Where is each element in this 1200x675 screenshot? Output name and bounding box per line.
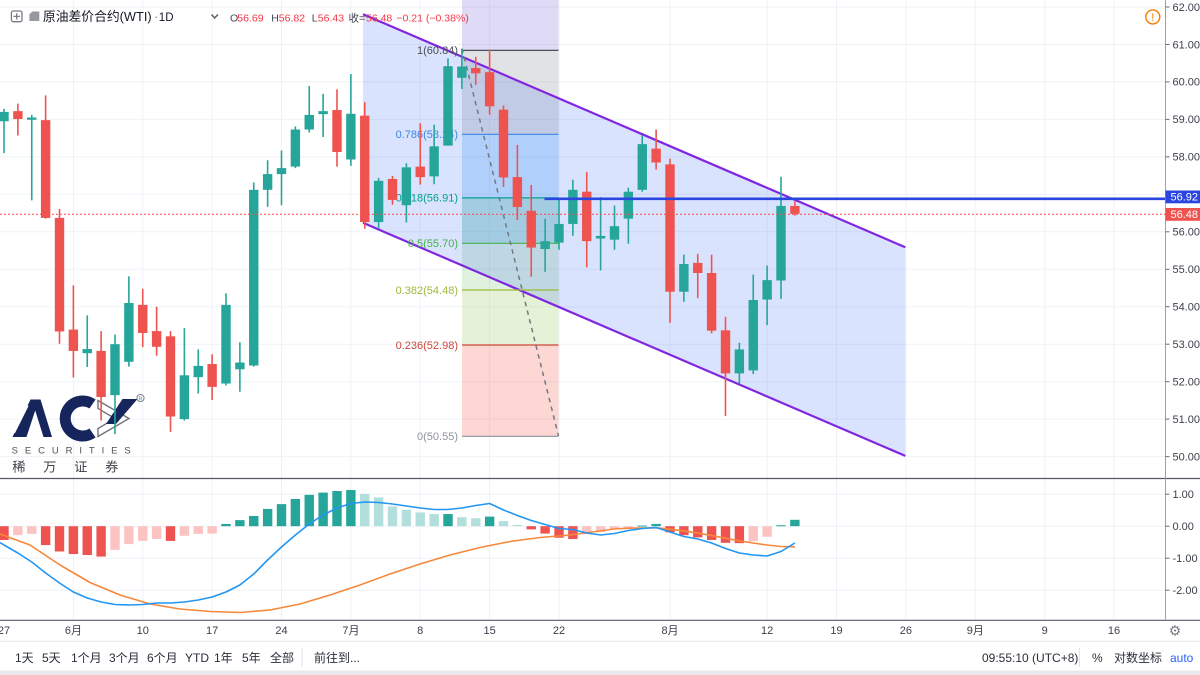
- svg-text:原油差价合约(WTI): 原油差价合约(WTI): [43, 9, 152, 24]
- svg-text:前往到...: 前往到...: [314, 650, 360, 665]
- svg-text:对数坐标: 对数坐标: [1114, 650, 1162, 665]
- svg-text:1D: 1D: [159, 12, 174, 24]
- svg-text:-2.00: -2.00: [1173, 585, 1198, 597]
- svg-text:52.00: 52.00: [1173, 377, 1200, 389]
- svg-text:24: 24: [275, 625, 287, 637]
- svg-text:56.43: 56.43: [318, 13, 344, 25]
- svg-text:56.69: 56.69: [237, 13, 263, 25]
- svg-text:61.00: 61.00: [1173, 39, 1200, 51]
- svg-text:56.82: 56.82: [279, 13, 305, 25]
- svg-text:19: 19: [830, 625, 842, 637]
- svg-text:L: L: [312, 13, 318, 25]
- svg-text:!: !: [1151, 12, 1154, 24]
- svg-text:1(60.84): 1(60.84): [417, 45, 458, 57]
- svg-text:0.5(55.70): 0.5(55.70): [408, 238, 458, 250]
- svg-text:0.382(54.48): 0.382(54.48): [396, 285, 458, 297]
- svg-text:YTD: YTD: [185, 651, 209, 665]
- svg-text:⚙: ⚙: [1169, 623, 1182, 639]
- svg-text:58.00: 58.00: [1173, 152, 1200, 164]
- svg-text:62.00: 62.00: [1173, 2, 1200, 14]
- svg-text:9: 9: [1042, 625, 1048, 637]
- svg-text:0(50.55): 0(50.55): [417, 431, 458, 443]
- svg-text:09:55:10 (UTC+8): 09:55:10 (UTC+8): [982, 651, 1078, 665]
- svg-text:26: 26: [900, 625, 912, 637]
- svg-text:60.00: 60.00: [1173, 77, 1200, 89]
- svg-text:55.00: 55.00: [1173, 264, 1200, 276]
- svg-text:6月: 6月: [65, 625, 82, 637]
- svg-text:·: ·: [154, 9, 158, 24]
- svg-text:22: 22: [553, 625, 565, 637]
- svg-text:10: 10: [137, 625, 149, 637]
- svg-text:3个月: 3个月: [109, 651, 140, 665]
- svg-text:59.00: 59.00: [1173, 114, 1200, 126]
- svg-text:56.48: 56.48: [366, 13, 392, 25]
- svg-text:1天: 1天: [15, 651, 34, 665]
- svg-text:17: 17: [206, 625, 218, 637]
- svg-text:12: 12: [761, 625, 773, 637]
- svg-text:%: %: [1092, 651, 1103, 665]
- svg-text:15: 15: [483, 625, 495, 637]
- svg-text:9月: 9月: [967, 625, 984, 637]
- svg-text:56.48: 56.48: [1171, 209, 1199, 221]
- svg-text:51.00: 51.00: [1173, 414, 1200, 426]
- svg-text:16: 16: [1108, 625, 1120, 637]
- svg-text:56.00: 56.00: [1173, 227, 1200, 239]
- svg-text:5年: 5年: [242, 651, 261, 665]
- svg-text:8月: 8月: [661, 625, 678, 637]
- svg-text:1年: 1年: [214, 651, 233, 665]
- svg-text:−0.21 (−0.38%): −0.21 (−0.38%): [396, 13, 468, 25]
- svg-text:-1.00: -1.00: [1173, 553, 1198, 565]
- svg-text:6个月: 6个月: [147, 651, 178, 665]
- svg-text:54.00: 54.00: [1173, 302, 1200, 314]
- svg-text:0.236(52.98): 0.236(52.98): [396, 340, 458, 352]
- svg-text:O: O: [230, 13, 238, 25]
- svg-text:1.00: 1.00: [1173, 489, 1194, 501]
- svg-text:全部: 全部: [270, 650, 294, 665]
- svg-text:H: H: [271, 13, 279, 25]
- svg-text:8: 8: [417, 625, 423, 637]
- svg-text:56.92: 56.92: [1171, 192, 1199, 204]
- svg-text:0.618(56.91): 0.618(56.91): [396, 193, 458, 205]
- svg-text:27: 27: [0, 625, 10, 637]
- svg-text:53.00: 53.00: [1173, 339, 1200, 351]
- svg-text:auto: auto: [1170, 651, 1194, 665]
- svg-text:SECURITIES: SECURITIES: [12, 445, 138, 456]
- svg-text:1个月: 1个月: [71, 651, 102, 665]
- svg-text:5天: 5天: [42, 651, 61, 665]
- svg-text:收=: 收=: [349, 12, 366, 25]
- svg-text:7月: 7月: [342, 625, 359, 637]
- svg-text:0.786(58.24): 0.786(58.24): [396, 129, 458, 141]
- svg-text:稀万证券: 稀万证券: [12, 460, 136, 475]
- svg-text:50.00: 50.00: [1173, 451, 1200, 463]
- svg-text:R: R: [139, 396, 143, 402]
- svg-text:0.00: 0.00: [1173, 521, 1194, 533]
